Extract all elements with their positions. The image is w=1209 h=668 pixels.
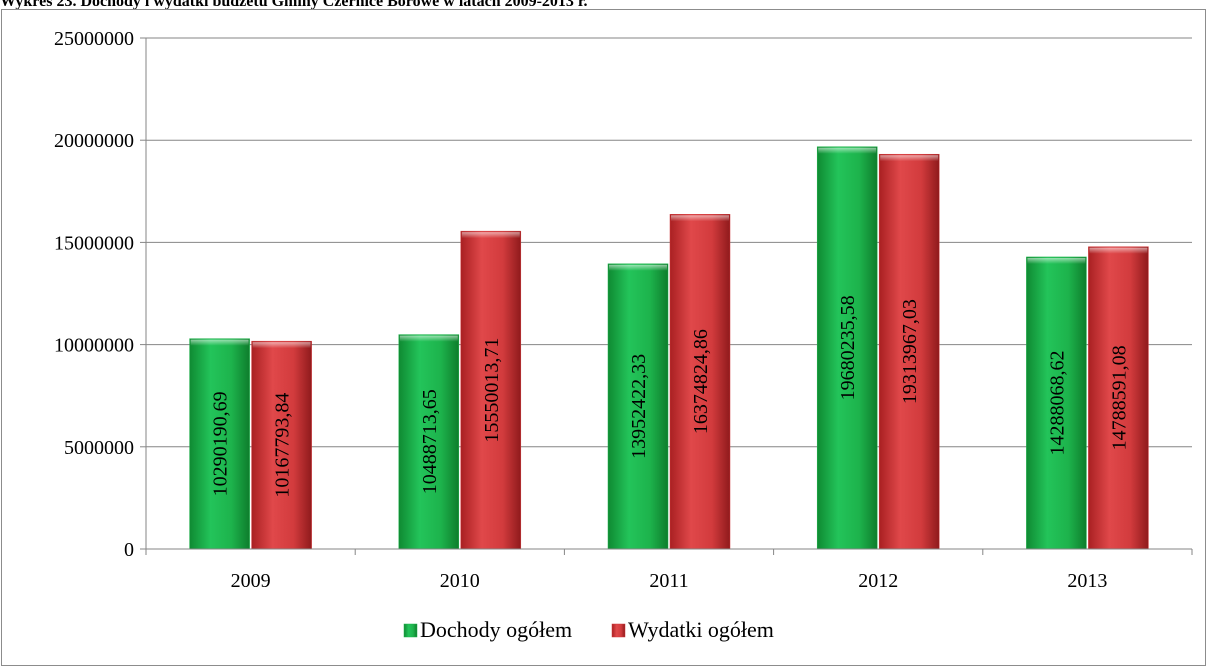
bar-dochody-2009 [189,338,250,550]
bar-highlight [880,155,939,162]
data-label: 10290190,69 [210,391,232,496]
data-label: 19680235,58 [837,295,859,400]
legend-swatch [611,623,626,638]
y-tick-label: 20000000 [54,130,134,152]
legend-label: Wydatki ogółem [628,617,774,642]
x-tick-label: 2011 [649,570,688,592]
bar-dochody-2013 [1026,256,1087,550]
y-tick-label: 5000000 [64,437,134,459]
bar-wydatki-2009 [251,340,312,550]
y-tick-label: 25000000 [54,28,134,50]
bar-highlight [671,215,729,222]
x-tick-label: 2010 [440,570,480,592]
chart-frame [1,9,1206,666]
bar-dochody-2010 [398,334,460,550]
bar-dochody-2011 [607,263,669,550]
legend-swatch [403,623,418,638]
data-label: 10167793,84 [272,393,294,498]
data-label: 15550013,71 [481,338,503,443]
data-label: 13952422,33 [628,354,650,459]
gridlines [146,37,1192,448]
bar-wydatki-2011 [669,214,731,550]
bar-highlight [399,335,458,342]
bar-wydatki-2010 [460,230,522,550]
y-tick-label: 10000000 [54,335,134,357]
legend: Dochody ogółem Wydatki ogółem [403,617,774,642]
bar-dochody-2012 [816,146,878,550]
data-label: 16374824,86 [690,329,712,434]
y-tick-label: 0 [124,539,134,561]
bar-highlight [1027,257,1086,264]
bar-highlight [1089,247,1148,254]
data-label: 10488713,65 [419,389,441,494]
chart-title: Wykres 23. Dochody i wydatki budżetu Gmi… [0,0,588,10]
bar-highlight [818,147,877,154]
bar-highlight [461,232,520,239]
data-label: 14288068,62 [1046,350,1068,455]
data-label: 19313967,03 [899,299,921,404]
bars [189,146,1149,550]
bar-highlight [190,339,249,346]
bar-highlight [609,264,667,271]
legend-label: Dochody ogółem [420,617,572,642]
x-tick-label: 2013 [1067,570,1107,592]
bar-labels: 10290190,69 10167793,84 10488713,65 1555001… [210,295,1131,497]
x-tick-label: 2009 [231,570,271,592]
bar-highlight [252,342,311,349]
x-tick-label: 2012 [858,570,898,592]
bar-wydatki-2012 [878,153,940,550]
bar-wydatki-2013 [1088,246,1149,550]
y-tick-label: 15000000 [54,232,134,254]
data-label: 14788591,08 [1108,345,1130,450]
axes: 0 5000000 10000000 15000000 20000000 25000000… [54,28,1193,592]
